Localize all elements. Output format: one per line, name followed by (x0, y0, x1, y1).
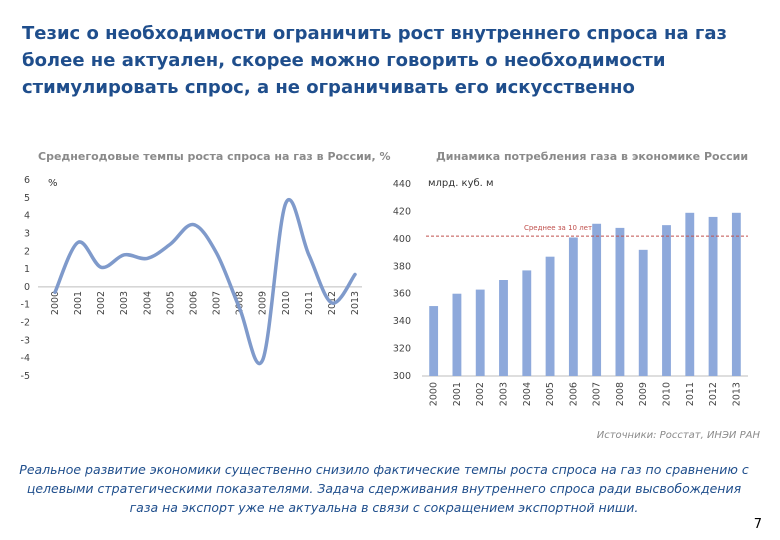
line-x-tick: 2009 (258, 291, 269, 315)
bar-2008 (615, 227, 625, 376)
line-chart-title: Среднегодовые темпы роста спроса на газ … (38, 150, 391, 163)
line-x-tick: 2000 (50, 291, 61, 315)
bar-2012 (708, 216, 718, 376)
line-x-tick: 2006 (188, 291, 199, 315)
bar-x-tick: 2008 (615, 382, 626, 406)
bar-x-tick: 2005 (545, 382, 556, 406)
bar-x-tick: 2000 (429, 382, 440, 406)
bar-x-tick: 2013 (731, 382, 742, 406)
page-number: 7 (753, 517, 762, 532)
line-x-tick: 2013 (350, 291, 361, 315)
line-y-tick: -3 (21, 335, 30, 346)
line-y-tick: 6 (24, 175, 30, 186)
bar-2005 (545, 256, 555, 376)
bar-2006 (568, 237, 578, 376)
bar-x-tick: 2009 (638, 382, 649, 406)
bar-y-tick: 300 (393, 371, 411, 382)
line-series-gas-demand-growth (53, 198, 357, 366)
bar-y-tick: 400 (393, 234, 411, 245)
bar-2010 (662, 225, 671, 376)
bar-x-tick: 2001 (452, 382, 463, 406)
line-unit-label: % (48, 178, 58, 189)
bar-x-tick: 2003 (499, 382, 510, 406)
line-x-tick: 2002 (96, 291, 107, 315)
bar-y-tick: 340 (393, 316, 411, 327)
line-y-tick: -1 (21, 300, 30, 311)
bar-y-tick: 380 (393, 261, 411, 272)
bar-2011 (685, 212, 695, 376)
line-x-tick: 2007 (212, 291, 223, 315)
line-x-tick: 2011 (304, 291, 315, 315)
bar-x-tick: 2007 (592, 382, 603, 406)
bar-2007 (592, 223, 602, 376)
line-y-tick: 1 (24, 264, 30, 275)
line-x-tick: 2010 (281, 291, 292, 315)
bar-x-tick: 2004 (522, 382, 533, 406)
line-x-tick: 2008 (235, 291, 246, 315)
bar-2004 (522, 270, 532, 376)
bar-y-tick: 440 (393, 179, 411, 190)
bar-2002 (475, 289, 485, 376)
line-y-tick: -2 (21, 318, 30, 329)
bar-y-tick: 320 (393, 344, 411, 355)
line-y-tick: -4 (21, 353, 30, 364)
line-y-tick: 4 (24, 211, 30, 222)
bar-2013 (731, 212, 741, 376)
conclusion-text: Реальное развитие экономики существенно … (19, 462, 749, 515)
bar-unit-label: млрд. куб. м (428, 178, 494, 189)
bar-x-tick: 2006 (568, 382, 579, 406)
bar-y-tick: 420 (393, 206, 411, 217)
bar-x-tick: 2010 (662, 382, 673, 406)
line-y-tick: 0 (24, 282, 30, 293)
line-y-tick: 5 (24, 193, 30, 204)
line-y-tick: -5 (21, 371, 30, 382)
bar-x-tick: 2011 (685, 382, 696, 406)
bar-x-tick: 2002 (475, 382, 486, 406)
bar-x-tick: 2012 (708, 382, 719, 406)
line-y-tick: 2 (24, 246, 30, 257)
bar-2001 (452, 293, 462, 376)
line-y-tick: 3 (24, 228, 30, 239)
bar-chart-title: Динамика потребления газа в экономике Ро… (436, 150, 749, 163)
line-x-tick: 2005 (165, 291, 176, 315)
line-x-tick: 2004 (142, 291, 153, 315)
line-x-tick: 2003 (119, 291, 130, 315)
source-note: Источники: Росстат, ИНЭИ РАН (596, 430, 760, 441)
line-x-tick: 2001 (73, 291, 84, 315)
average-line-label: Среднее за 10 лет (524, 224, 592, 232)
slide-title: Тезис о необходимости ограничить рост вн… (22, 23, 727, 98)
bar-2009 (638, 249, 648, 376)
bar-y-tick: 360 (393, 289, 411, 300)
bar-2003 (499, 280, 508, 376)
bar-2000 (429, 306, 439, 376)
